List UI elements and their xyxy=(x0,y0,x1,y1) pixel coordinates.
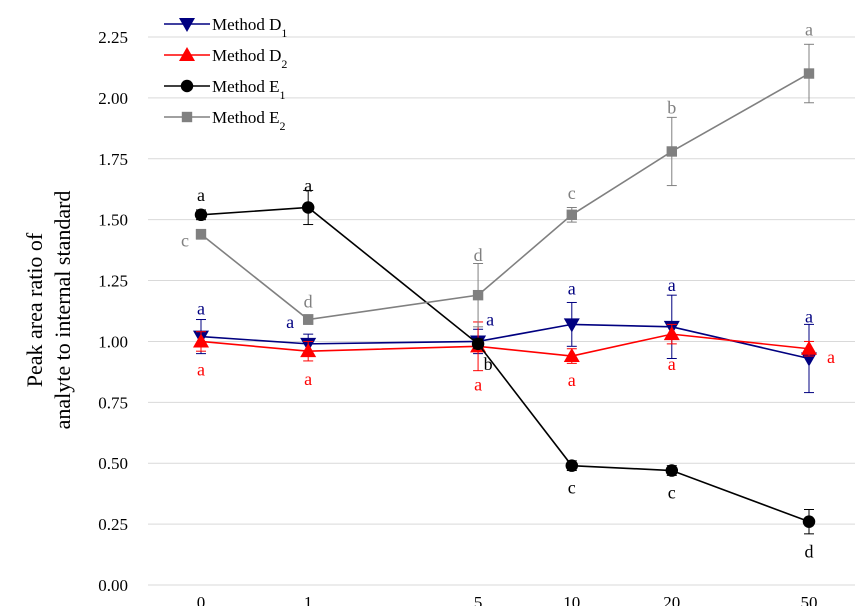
legend-label: Method D1 xyxy=(212,15,287,40)
data-point xyxy=(801,340,817,355)
significance-letter: a xyxy=(304,369,312,389)
legend-marker xyxy=(181,111,193,123)
significance-letter: a xyxy=(486,309,494,329)
y-axis-label-line-2: analyte to internal standard xyxy=(50,191,75,430)
legend-marker xyxy=(179,18,195,32)
legend-label-subscript: 1 xyxy=(280,88,286,102)
data-point xyxy=(471,337,485,351)
significance-letter: a xyxy=(827,347,835,367)
significance-letter: a xyxy=(474,374,482,394)
gridlines xyxy=(148,36,855,586)
significance-letter: a xyxy=(197,185,205,205)
legend-entry: Method E2 xyxy=(164,108,286,133)
x-tick-label: 50 xyxy=(801,593,818,606)
legend-label: Method E2 xyxy=(212,108,286,133)
y-tick-label: 2.00 xyxy=(98,89,128,108)
data-point xyxy=(193,333,209,348)
legend-entry: Method D2 xyxy=(164,46,287,71)
y-tick-label: 0.75 xyxy=(98,393,128,412)
legend-label-subscript: 1 xyxy=(281,26,287,40)
data-point xyxy=(565,459,579,472)
data-point xyxy=(803,68,815,79)
x-tick-label: 5 xyxy=(474,593,483,606)
series-line xyxy=(200,323,810,360)
y-tick-label: 0.25 xyxy=(98,515,128,534)
data-point xyxy=(563,318,580,333)
significance-letter: d xyxy=(474,245,483,265)
legend-marker xyxy=(179,47,195,61)
data-point xyxy=(194,208,208,222)
series-method-e1 xyxy=(194,189,816,535)
data-point xyxy=(666,146,677,157)
series-line xyxy=(200,206,810,523)
x-tick-label: 20 xyxy=(663,593,680,606)
significance-letter: d xyxy=(304,292,313,312)
significance-letter: a xyxy=(568,278,576,298)
y-axis: 0.00 0.25 0.50 0.75 1.00 1.25 1.50 1.75 2.00 2.25 xyxy=(98,28,128,595)
y-tick-label: 0.00 xyxy=(98,576,128,595)
y-axis-label-line-1: Peak area ratio of xyxy=(22,232,47,387)
data-point xyxy=(195,229,207,240)
series-method-e2 xyxy=(195,43,815,328)
y-tick-label: 0.50 xyxy=(98,454,128,473)
data-point xyxy=(300,343,317,358)
data-point xyxy=(472,289,484,301)
significance-letter: b xyxy=(667,97,676,117)
data-point xyxy=(802,515,816,528)
data-point xyxy=(663,326,680,341)
significance-letter: a xyxy=(668,354,676,374)
data-point xyxy=(301,201,315,214)
significance-letter: a xyxy=(805,20,813,40)
x-tick-label: 1 xyxy=(304,593,313,606)
data-point xyxy=(566,209,577,220)
y-tick-label: 1.75 xyxy=(98,150,128,169)
significance-letter: a xyxy=(197,299,205,319)
series-line xyxy=(200,333,810,357)
y-tick-label: 1.25 xyxy=(98,272,128,291)
data-point xyxy=(563,348,580,363)
significance-letter: c xyxy=(568,478,576,498)
x-tick-label: 0 xyxy=(197,593,206,606)
legend-label-subscript: 2 xyxy=(281,57,287,71)
legend-marker xyxy=(180,79,194,93)
y-tick-label: 2.25 xyxy=(98,28,128,47)
significance-letter: a xyxy=(286,312,294,332)
significance-letter: d xyxy=(805,542,814,562)
series-layer xyxy=(193,43,817,535)
x-axis: 0 1 5 10 20 50 xyxy=(197,593,818,606)
legend-label: Method D2 xyxy=(212,46,287,71)
y-tick-label: 1.50 xyxy=(98,211,128,230)
data-point xyxy=(302,314,314,325)
x-tick-label: 10 xyxy=(563,593,580,606)
significance-letter: a xyxy=(304,175,312,195)
y-tick-label: 1.00 xyxy=(98,332,128,351)
significance-letter: c xyxy=(668,483,676,503)
significance-letter: c xyxy=(181,230,189,250)
significance-letter: b xyxy=(484,354,493,374)
significance-letter: c xyxy=(568,183,576,203)
legend-entry: Method D1 xyxy=(164,15,287,40)
data-point xyxy=(665,464,679,477)
significance-letter: a xyxy=(668,275,676,295)
legend-label-subscript: 2 xyxy=(280,119,286,133)
significance-letter: a xyxy=(197,359,205,379)
series-line xyxy=(200,72,810,321)
significance-letter: a xyxy=(568,370,576,390)
significance-letter: a xyxy=(805,306,813,326)
